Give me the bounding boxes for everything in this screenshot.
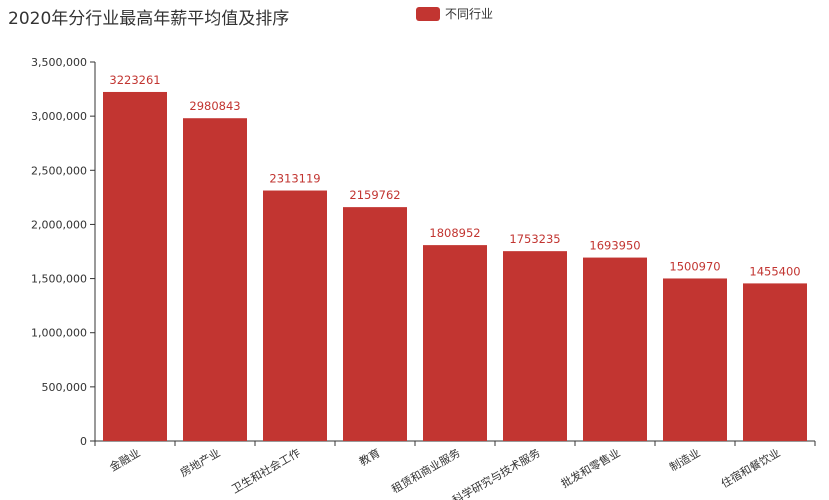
bar-8[interactable] bbox=[663, 278, 727, 441]
x-category-label: 金融业 bbox=[107, 445, 143, 474]
y-tick-label: 1,500,000 bbox=[31, 273, 87, 286]
y-tick-label: 0 bbox=[80, 435, 87, 448]
x-category-label: 制造业 bbox=[667, 445, 703, 474]
data-label: 1693950 bbox=[589, 239, 640, 253]
x-category-label: 房地产业 bbox=[177, 445, 222, 479]
data-label: 3223261 bbox=[109, 73, 160, 87]
y-tick-label: 1,000,000 bbox=[31, 327, 87, 340]
x-category-label: 租赁和商业服务 bbox=[389, 445, 463, 496]
bar-9[interactable] bbox=[743, 283, 807, 441]
x-category-label: 教育 bbox=[356, 445, 382, 468]
x-category-label: 卫生和社会工作 bbox=[229, 445, 303, 496]
y-tick-label: 2,500,000 bbox=[31, 164, 87, 177]
chart-title: 2020年分行业最高年薪平均值及排序 bbox=[8, 9, 290, 29]
data-label: 2313119 bbox=[269, 172, 320, 186]
bar-2[interactable] bbox=[183, 118, 247, 441]
legend-swatch bbox=[416, 6, 440, 21]
legend-label: 不同行业 bbox=[445, 7, 494, 21]
data-label: 2980843 bbox=[189, 99, 240, 113]
y-tick-label: 3,000,000 bbox=[31, 110, 87, 123]
bar-6[interactable] bbox=[503, 251, 567, 441]
data-label: 2159762 bbox=[349, 188, 400, 202]
bar-5[interactable] bbox=[423, 245, 487, 441]
bar-7[interactable] bbox=[583, 257, 647, 441]
data-label: 1753235 bbox=[509, 232, 560, 246]
bar-4[interactable] bbox=[343, 207, 407, 441]
bar-1[interactable] bbox=[103, 91, 167, 441]
x-category-label: 科学研究与技术服务 bbox=[450, 445, 543, 500]
y-tick-label: 500,000 bbox=[42, 381, 88, 394]
data-label: 1808952 bbox=[429, 226, 480, 240]
y-tick-label: 2,000,000 bbox=[31, 218, 87, 231]
legend[interactable]: 不同行业 bbox=[416, 5, 493, 22]
y-tick-label: 3,500,000 bbox=[31, 56, 87, 69]
bar-3[interactable] bbox=[263, 190, 327, 441]
x-category-label: 批发和零售业 bbox=[558, 445, 622, 490]
x-category-label: 住宿和餐饮业 bbox=[718, 445, 782, 490]
data-label: 1500970 bbox=[669, 259, 720, 273]
data-label: 1455400 bbox=[749, 264, 800, 278]
